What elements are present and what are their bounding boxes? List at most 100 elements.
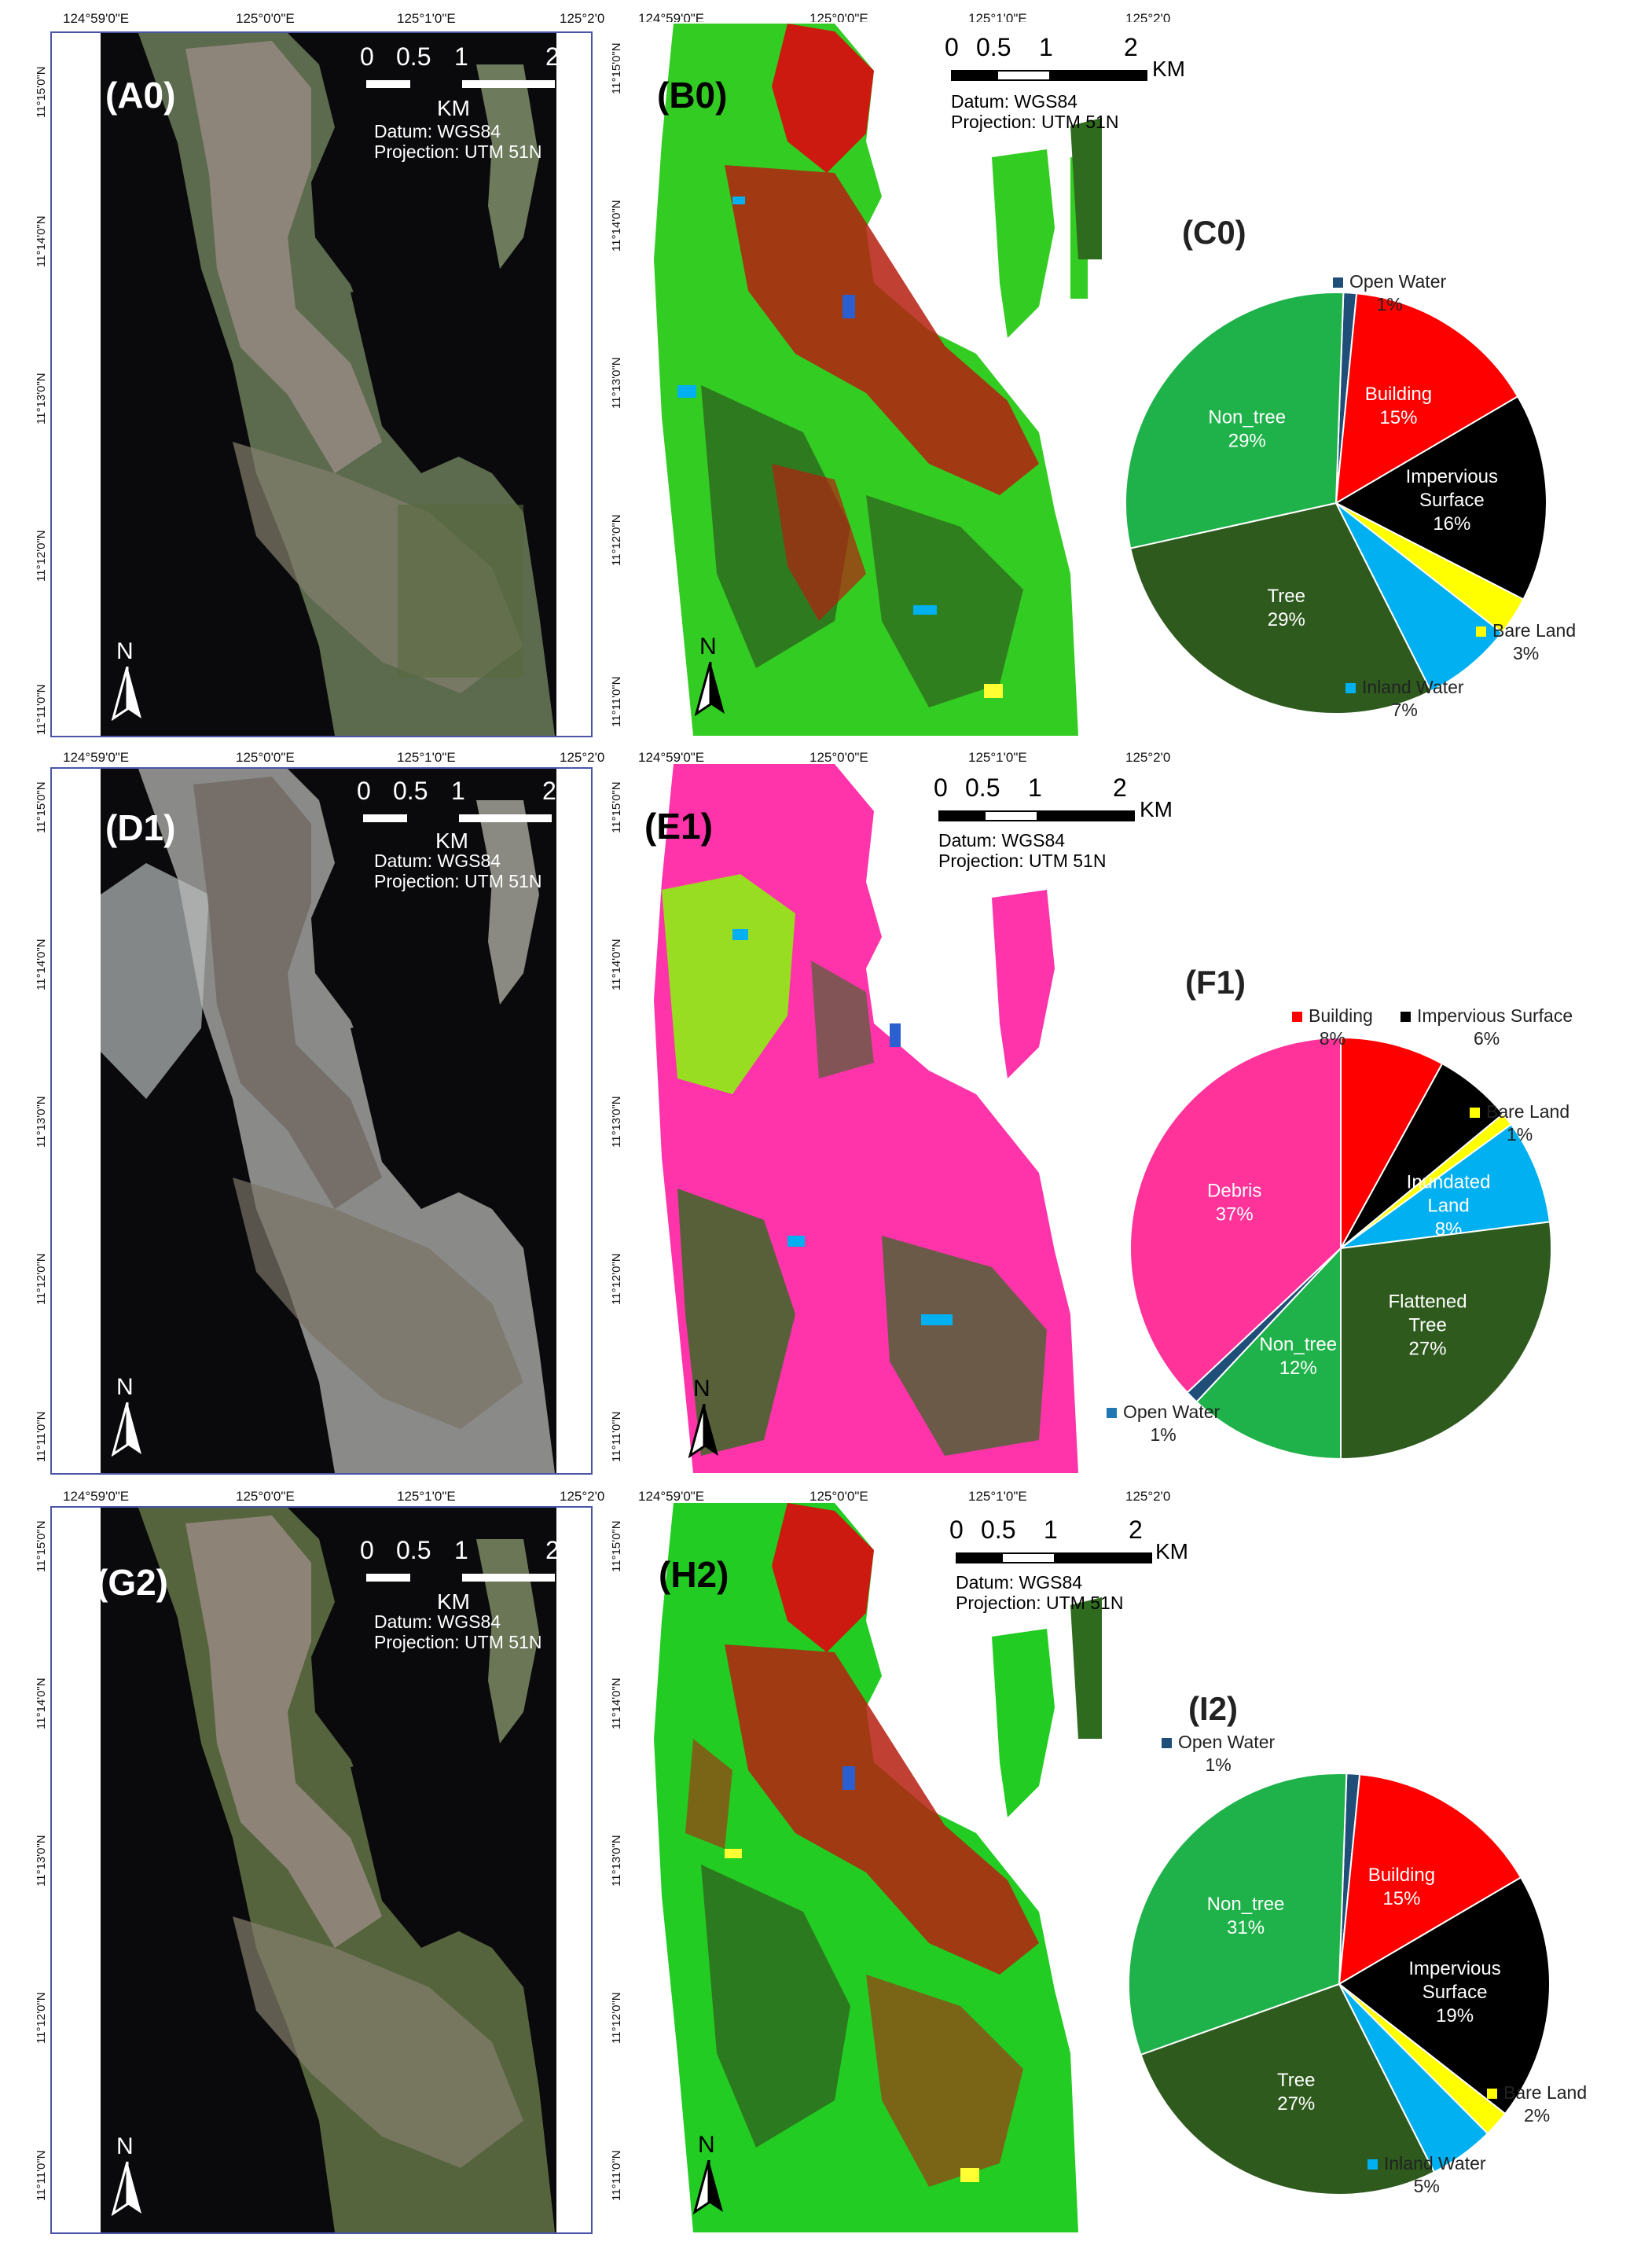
lat-tick: 11°11'0"N	[35, 1411, 48, 1462]
slice-pct: 3%	[1512, 643, 1540, 663]
lat-tick: 11°15'0"N	[35, 781, 48, 833]
slice-label: Building	[1309, 1005, 1373, 1026]
satellite-map-frame: (G2) 0 0.5 1 2 KM Datum: WGS84 Projectio…	[50, 1506, 593, 2234]
slice-pct: 29%	[1268, 609, 1305, 630]
panel-label: (B0)	[657, 75, 728, 116]
legend-impervious: Impervious Surface 6%	[1401, 1005, 1573, 1050]
slice-pct: 5%	[1413, 2176, 1440, 2196]
classification-map	[654, 24, 1102, 736]
lon-tick: 125°1'0"E	[397, 11, 456, 26]
legend-open-water: Open Water 1%	[1333, 270, 1446, 316]
scale-unit: KM	[435, 829, 468, 853]
satellite-image	[101, 1508, 556, 2232]
scale-0: 0	[934, 773, 948, 802]
slice-pct: 15%	[1379, 407, 1417, 428]
pie-slice	[1340, 1221, 1552, 1461]
slice-pct: 8%	[1319, 1028, 1346, 1049]
legend-swatch	[1107, 1408, 1117, 1419]
scale-05: 0.5	[965, 773, 1000, 802]
slice-pct: 2%	[1523, 2105, 1551, 2126]
slice-label: Surface	[1423, 1982, 1488, 2003]
scale-05: 0.5	[396, 42, 431, 71]
scale-1: 1	[1044, 1516, 1058, 1544]
pie-slice	[1338, 1773, 1522, 1986]
slice-label: Tree	[1268, 586, 1305, 607]
pie-slice	[1334, 395, 1547, 601]
panel-label: (A0)	[105, 75, 176, 116]
scale-2: 2	[1113, 773, 1127, 802]
legend-inland-water: Inland Water 7%	[1345, 676, 1464, 722]
slice-label: Building	[1365, 384, 1432, 405]
lon-tick: 125°2'0	[1125, 750, 1171, 765]
lon-tick: 125°0'0"E	[236, 11, 295, 26]
projection-text: Projection: UTM 51N	[951, 112, 1119, 132]
datum-text: Datum: WGS84	[374, 121, 501, 141]
lat-tick: 11°12'0"N	[610, 1992, 623, 2044]
slice-label: Non_tree	[1259, 1334, 1337, 1355]
legend-bare-land: Bare Land 3%	[1476, 619, 1576, 665]
legend-swatch	[1476, 626, 1486, 637]
pie-slice	[1195, 1246, 1342, 1461]
north-label: N	[699, 634, 717, 660]
slice-label: Inundated	[1407, 1172, 1491, 1193]
lat-tick: 11°11'0"N	[35, 2150, 48, 2201]
lat-tick: 11°12'0"N	[610, 1253, 623, 1305]
north-arrow-icon	[112, 667, 141, 722]
slice-pct: 1%	[1205, 1754, 1232, 1775]
lat-tick: 11°12'0"N	[610, 514, 623, 566]
scale-bar	[956, 1552, 1152, 1563]
scale-1: 1	[1028, 773, 1042, 802]
projection-text: Projection: UTM 51N	[938, 851, 1107, 871]
pie-slice	[1128, 1773, 1348, 2056]
lon-tick: 125°0'0"E	[809, 750, 868, 765]
lat-tick: 11°12'0"N	[35, 1253, 48, 1305]
slice-pct: 16%	[1433, 513, 1470, 535]
lat-tick: 11°12'0"N	[35, 1992, 48, 2044]
slice-label: Debris	[1207, 1180, 1261, 1201]
projection-text: Projection: UTM 51N	[374, 871, 542, 891]
pie-chart-title: (F1)	[1185, 964, 1246, 1001]
scale-1: 1	[451, 777, 465, 805]
row-recovery: 124°59'0"E 125°0'0"E 125°1'0"E 125°2'0 1…	[0, 1478, 1652, 2245]
scale-unit: KM	[437, 1589, 470, 1614]
north-label: N	[698, 2132, 715, 2158]
pie-chart-title: (C0)	[1182, 214, 1246, 251]
slice-label: Tree	[1408, 1314, 1446, 1336]
classification-map-frame: (B0) 0 0.5 1 2 KM Datum: WGS84 Projectio…	[629, 22, 1185, 737]
lon-tick: 125°2'0	[560, 750, 605, 765]
slice-label: Inland Water	[1384, 2153, 1486, 2173]
slice-pct: 15%	[1382, 1888, 1420, 1909]
slice-label: Non_tree	[1208, 407, 1286, 428]
lat-tick: 11°15'0"N	[35, 66, 48, 118]
legend-swatch	[1292, 1012, 1302, 1023]
slice-label: Bare Land	[1503, 2082, 1588, 2103]
north-label: N	[693, 1376, 710, 1402]
scale-2: 2	[1129, 1516, 1143, 1544]
scale-unit: KM	[1155, 1539, 1188, 1563]
row-post-typhoon: 124°59'0"E 125°0'0"E 125°1'0"E 125°2'0 1…	[0, 739, 1652, 1478]
lon-tick: 124°59'0"E	[63, 11, 130, 26]
slice-label: Impervious Surface	[1417, 1005, 1573, 1026]
slice-label: Surface	[1419, 490, 1485, 511]
pie-slice	[1335, 502, 1503, 693]
lat-tick: 11°13'0"N	[610, 1835, 623, 1887]
slice-pct: 1%	[1376, 294, 1403, 314]
legend-swatch	[1333, 277, 1343, 288]
lat-tick: 11°15'0"N	[610, 781, 623, 833]
classification-map-frame: (H2) 0 0.5 1 2 KM Datum: WGS84 Projectio…	[629, 1501, 1188, 2234]
scale-unit: KM	[1140, 797, 1173, 821]
pie-slice	[1340, 1123, 1551, 1249]
lat-tick: 11°14'0"N	[610, 1677, 623, 1729]
north-arrow-icon	[112, 1402, 141, 1457]
panel-label: (D1)	[105, 807, 176, 848]
scale-unit: KM	[437, 96, 470, 120]
lon-tick: 125°2'0	[1125, 1489, 1171, 1504]
scale-2: 2	[542, 777, 556, 805]
slice-pct: 27%	[1409, 1338, 1447, 1359]
slice-label: Impervious	[1408, 1958, 1500, 1979]
pie-slice	[1129, 502, 1433, 715]
lat-tick: 11°11'0"N	[610, 2150, 623, 2201]
scale-05: 0.5	[976, 33, 1011, 61]
scale-2: 2	[1124, 33, 1138, 61]
lon-tick: 125°1'0"E	[968, 1489, 1027, 1504]
